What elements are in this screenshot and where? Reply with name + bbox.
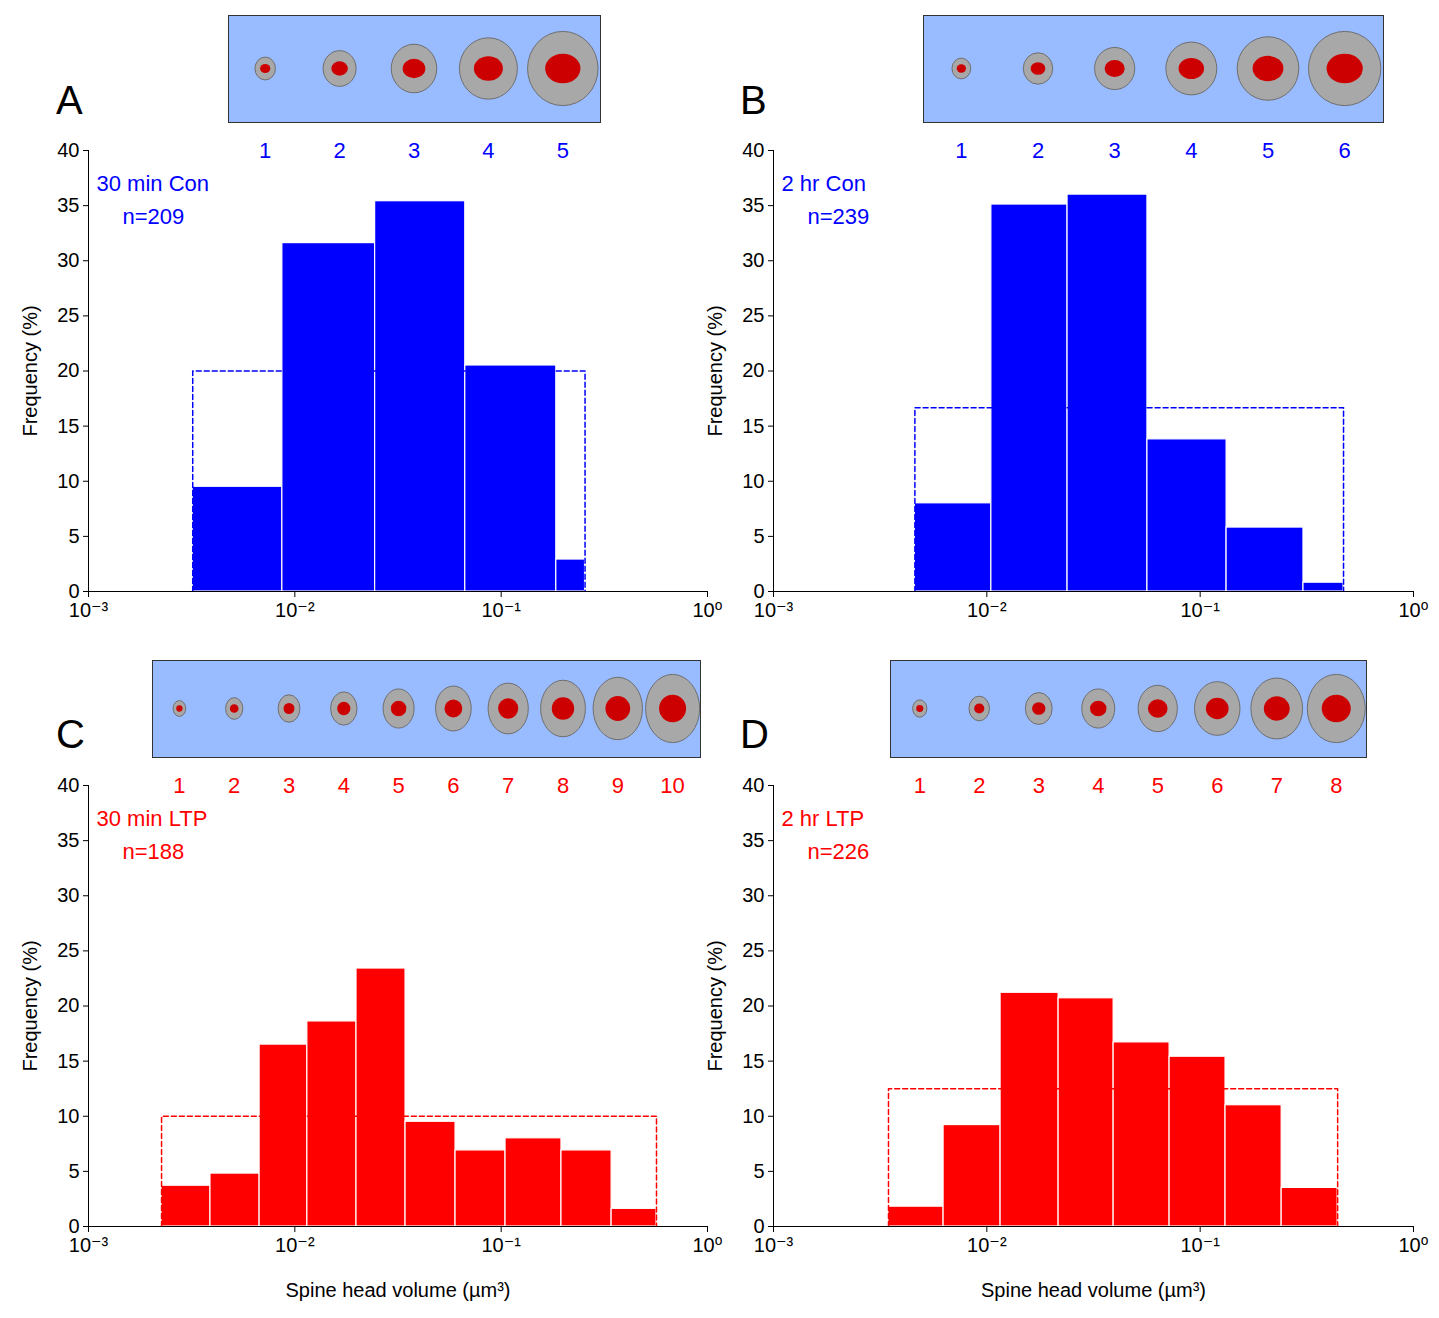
svg-text:4: 4 — [1185, 138, 1197, 163]
svg-text:1: 1 — [173, 773, 185, 798]
svg-text:10⁻¹: 10⁻¹ — [481, 1234, 521, 1256]
svg-text:15: 15 — [742, 1050, 764, 1072]
svg-text:10⁻²: 10⁻² — [967, 599, 1007, 621]
svg-text:15: 15 — [57, 415, 79, 437]
svg-text:Frequency (%): Frequency (%) — [704, 305, 726, 436]
svg-text:Frequency (%): Frequency (%) — [704, 940, 726, 1071]
svg-text:2 hr LTP: 2 hr LTP — [782, 806, 865, 831]
svg-text:5: 5 — [68, 525, 79, 547]
svg-text:10⁻²: 10⁻² — [275, 599, 315, 621]
svg-text:2: 2 — [1032, 138, 1044, 163]
svg-text:8: 8 — [1330, 773, 1342, 798]
svg-text:10⁻³: 10⁻³ — [754, 599, 794, 621]
svg-text:10: 10 — [57, 1105, 79, 1127]
html-text:A: A — [56, 78, 83, 122]
svg-text:10⁻³: 10⁻³ — [69, 599, 109, 621]
svg-text:10⁻³: 10⁻³ — [754, 1234, 794, 1256]
svg-text:2: 2 — [333, 138, 345, 163]
svg-text:6: 6 — [447, 773, 459, 798]
svg-text:6: 6 — [1339, 138, 1351, 163]
svg-text:3: 3 — [1033, 773, 1045, 798]
svg-text:20: 20 — [57, 359, 79, 381]
svg-text:Spine head volume (µm³): Spine head volume (µm³) — [981, 1279, 1206, 1301]
svg-text:3: 3 — [408, 138, 420, 163]
svg-text:10: 10 — [742, 470, 764, 492]
svg-text:35: 35 — [57, 829, 79, 851]
svg-text:4: 4 — [338, 773, 350, 798]
svg-text:10⁰: 10⁰ — [1398, 1234, 1428, 1256]
svg-text:2: 2 — [973, 773, 985, 798]
svg-text:0: 0 — [753, 579, 765, 602]
svg-text:1: 1 — [914, 773, 926, 798]
svg-text:40: 40 — [742, 774, 764, 796]
html-text:C: C — [56, 712, 85, 756]
svg-text:0: 0 — [68, 1214, 80, 1237]
svg-text:8: 8 — [557, 773, 569, 798]
svg-text:Spine head volume (µm³): Spine head volume (µm³) — [286, 1279, 511, 1301]
svg-text:9: 9 — [612, 773, 624, 798]
svg-text:40: 40 — [57, 139, 79, 161]
svg-text:10⁰: 10⁰ — [692, 599, 722, 621]
svg-text:4: 4 — [482, 138, 494, 163]
svg-text:20: 20 — [742, 994, 764, 1016]
svg-text:5: 5 — [1152, 773, 1164, 798]
svg-text:2: 2 — [228, 773, 240, 798]
svg-text:5: 5 — [68, 1160, 79, 1182]
svg-text:30: 30 — [742, 249, 764, 271]
svg-text:n=239: n=239 — [808, 204, 870, 229]
svg-text:30: 30 — [57, 884, 79, 906]
svg-text:35: 35 — [57, 194, 79, 216]
svg-text:15: 15 — [57, 1050, 79, 1072]
svg-text:0: 0 — [68, 579, 80, 602]
svg-text:5: 5 — [753, 525, 764, 547]
svg-text:10: 10 — [660, 773, 684, 798]
svg-text:10⁻¹: 10⁻¹ — [481, 599, 521, 621]
svg-text:10⁻²: 10⁻² — [275, 1234, 315, 1256]
svg-text:35: 35 — [742, 829, 764, 851]
svg-text:0: 0 — [753, 1214, 765, 1237]
svg-text:25: 25 — [57, 939, 79, 961]
svg-text:n=226: n=226 — [808, 839, 870, 864]
svg-text:25: 25 — [57, 304, 79, 326]
svg-text:40: 40 — [57, 774, 79, 796]
svg-text:4: 4 — [1092, 773, 1104, 798]
svg-text:10⁰: 10⁰ — [692, 1234, 722, 1256]
svg-text:25: 25 — [742, 939, 764, 961]
svg-text:10⁻²: 10⁻² — [967, 1234, 1007, 1256]
svg-text:10⁻¹: 10⁻¹ — [1180, 1234, 1220, 1256]
svg-text:Frequency (%): Frequency (%) — [19, 305, 41, 436]
html-text:B: B — [740, 78, 767, 122]
svg-text:35: 35 — [742, 194, 764, 216]
svg-text:7: 7 — [502, 773, 514, 798]
svg-text:5: 5 — [392, 773, 404, 798]
svg-text:5: 5 — [557, 138, 569, 163]
svg-text:6: 6 — [1211, 773, 1223, 798]
svg-text:n=188: n=188 — [123, 839, 185, 864]
svg-text:3: 3 — [283, 773, 295, 798]
svg-text:25: 25 — [742, 304, 764, 326]
svg-text:1: 1 — [955, 138, 967, 163]
svg-text:5: 5 — [1262, 138, 1274, 163]
svg-text:10⁰: 10⁰ — [1398, 599, 1428, 621]
svg-text:1: 1 — [259, 138, 271, 163]
svg-text:30 min LTP: 30 min LTP — [97, 806, 208, 831]
svg-text:10: 10 — [57, 470, 79, 492]
svg-text:10⁻³: 10⁻³ — [69, 1234, 109, 1256]
svg-text:5: 5 — [753, 1160, 764, 1182]
svg-text:15: 15 — [742, 415, 764, 437]
svg-text:10: 10 — [742, 1105, 764, 1127]
svg-text:20: 20 — [742, 359, 764, 381]
svg-text:7: 7 — [1271, 773, 1283, 798]
svg-text:n=209: n=209 — [123, 204, 185, 229]
svg-text:10⁻¹: 10⁻¹ — [1180, 599, 1220, 621]
svg-text:30: 30 — [57, 249, 79, 271]
svg-text:20: 20 — [57, 994, 79, 1016]
html-text:D: D — [740, 712, 769, 756]
svg-text:30: 30 — [742, 884, 764, 906]
svg-text:Frequency (%): Frequency (%) — [19, 940, 41, 1071]
svg-text:40: 40 — [742, 139, 764, 161]
svg-text:30 min Con: 30 min Con — [97, 171, 210, 196]
svg-text:3: 3 — [1109, 138, 1121, 163]
svg-text:2 hr Con: 2 hr Con — [782, 171, 866, 196]
